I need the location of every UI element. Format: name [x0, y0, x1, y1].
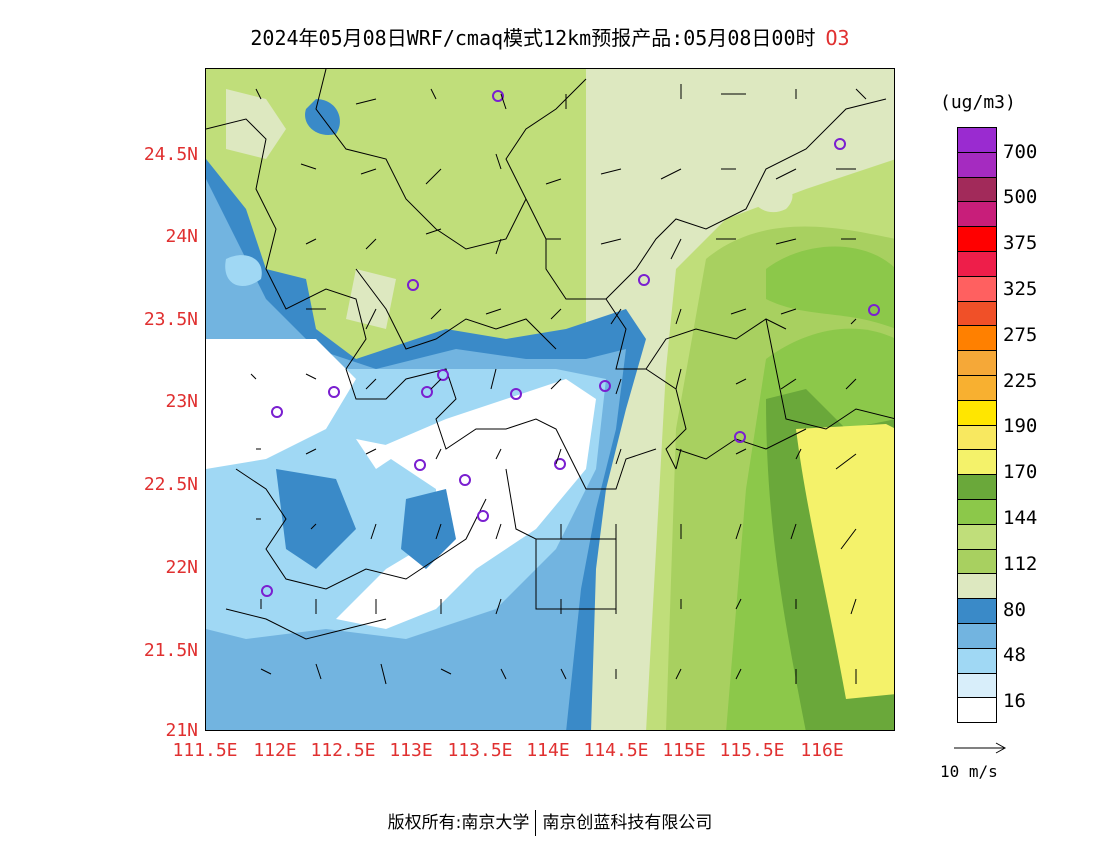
colorbar-swatch [958, 672, 996, 698]
colorbar-swatch [958, 399, 996, 425]
lat-label: 23.5N [143, 309, 198, 330]
copyright-org-2: 南京创蓝科技有限公司 [542, 813, 713, 833]
lon-label: 113.5E [447, 740, 513, 761]
lon-label: 114.5E [583, 740, 649, 761]
lat-label: 21N [165, 720, 198, 741]
lat-label: 24N [165, 226, 198, 247]
colorbar-swatch [958, 176, 996, 202]
colorbar-label: 16 [1003, 690, 1026, 712]
colorbar-swatch [958, 548, 996, 574]
title-text: 2024年05月08日WRF/cmaq模式12km预报产品:05月08日00时 [250, 26, 816, 50]
colorbar-swatch [958, 201, 996, 227]
lat-label: 22N [165, 557, 198, 578]
species-label: O3 [825, 26, 850, 50]
colorbar-swatch [958, 622, 996, 648]
copyright-org-1: 南京大学 [461, 813, 530, 833]
lat-label: 21.5N [143, 640, 198, 661]
colorbar-swatch [958, 697, 996, 723]
lon-label: 115.5E [719, 740, 785, 761]
colorbar-label: 225 [1003, 370, 1038, 392]
colorbar-label: 190 [1003, 415, 1038, 437]
colorbar-swatch [958, 250, 996, 276]
concentration-field [206, 69, 894, 730]
colorbar-swatch [958, 374, 996, 400]
copyright-footer: 版权所有:南京大学 南京创蓝科技有限公司 [0, 808, 1100, 836]
colorbar-swatch [958, 128, 996, 152]
colorbar-swatch [958, 350, 996, 375]
lon-label: 111.5E [172, 740, 238, 761]
reference-vector-label: 10 m/s [940, 762, 998, 781]
footer-separator [535, 810, 537, 836]
copyright-label: 版权所有: [387, 813, 462, 833]
colorbar-swatch [958, 325, 996, 351]
lon-label: 112E [253, 740, 297, 761]
colorbar-label: 700 [1003, 141, 1038, 163]
colorbar-swatch [958, 523, 996, 549]
colorbar-swatch [958, 647, 996, 673]
colorbar-swatch [958, 300, 996, 326]
colorbar-unit: (ug/m3) [940, 92, 1016, 113]
colorbar-swatch [958, 498, 996, 524]
lat-label: 23N [165, 391, 198, 412]
lat-label: 22.5N [143, 474, 198, 495]
colorbar-swatch [958, 424, 996, 450]
colorbar-label: 170 [1003, 461, 1038, 483]
colorbar [957, 127, 997, 723]
lon-label: 115E [662, 740, 706, 761]
colorbar-label: 275 [1003, 324, 1038, 346]
lon-label: 116E [800, 740, 844, 761]
reference-vector-arrow-icon [954, 742, 1007, 754]
colorbar-swatch [958, 226, 996, 251]
colorbar-swatch [958, 449, 996, 475]
colorbar-label: 375 [1003, 232, 1038, 254]
map-title: 2024年05月08日WRF/cmaq模式12km预报产品:05月08日00时 O… [0, 22, 1100, 51]
colorbar-label: 144 [1003, 507, 1038, 529]
colorbar-label: 80 [1003, 599, 1026, 621]
lon-label: 114E [526, 740, 570, 761]
colorbar-label: 500 [1003, 186, 1038, 208]
colorbar-swatch [958, 598, 996, 623]
forecast-map [205, 68, 895, 731]
lat-label: 24.5N [143, 144, 198, 165]
colorbar-label: 325 [1003, 278, 1038, 300]
colorbar-swatch [958, 151, 996, 177]
colorbar-swatch [958, 573, 996, 599]
colorbar-label: 48 [1003, 644, 1026, 666]
lon-label: 112.5E [310, 740, 376, 761]
colorbar-swatch [958, 474, 996, 499]
colorbar-label: 112 [1003, 553, 1038, 575]
lon-label: 113E [389, 740, 433, 761]
colorbar-swatch [958, 275, 996, 301]
